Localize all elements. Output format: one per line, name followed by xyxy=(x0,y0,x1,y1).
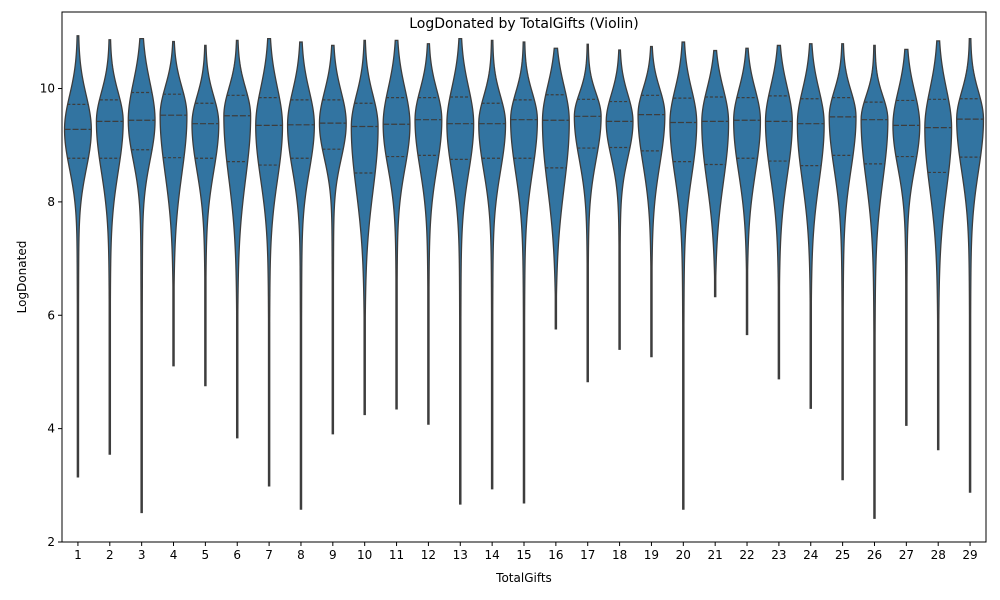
chart-title: LogDonated by TotalGifts (Violin) xyxy=(409,16,639,32)
x-tick-label: 11 xyxy=(389,548,404,562)
x-tick-label: 14 xyxy=(484,548,499,562)
violin-body xyxy=(509,41,539,504)
violin-27 xyxy=(892,48,921,426)
violin-body xyxy=(255,37,284,487)
violin-11 xyxy=(382,39,411,410)
violin-24 xyxy=(796,43,825,409)
x-tick-label: 24 xyxy=(803,548,818,562)
x-tick-label: 20 xyxy=(676,548,691,562)
x-tick-label: 12 xyxy=(421,548,436,562)
violin-body xyxy=(382,39,411,410)
violin-2 xyxy=(95,39,124,455)
violin-body xyxy=(286,41,316,510)
violin-12 xyxy=(414,43,443,425)
y-tick-label: 8 xyxy=(47,195,55,209)
violin-body xyxy=(764,44,793,380)
violin-26 xyxy=(860,44,889,519)
x-tick-label: 7 xyxy=(265,548,273,562)
violin-body xyxy=(860,44,889,519)
violin-29 xyxy=(956,37,985,493)
violin-body xyxy=(318,44,347,435)
x-tick-label: 2 xyxy=(106,548,114,562)
x-tick-label: 29 xyxy=(962,548,977,562)
x-tick-label: 5 xyxy=(202,548,210,562)
violin-body xyxy=(95,39,124,455)
violin-body xyxy=(956,37,985,493)
violin-3 xyxy=(127,37,156,514)
violin-18 xyxy=(605,49,634,350)
x-tick-label: 28 xyxy=(931,548,946,562)
x-tick-label: 15 xyxy=(516,548,531,562)
x-tick-label: 17 xyxy=(580,548,595,562)
x-axis-title: TotalGifts xyxy=(495,571,552,585)
violin-16 xyxy=(541,47,570,330)
x-axis: 1 2 3 4 5 6 7 8 9 10 11 12 13 14 15 16 17 18 19 20 21 22 23 24 2… xyxy=(74,542,978,562)
violin-8 xyxy=(286,41,316,510)
violin-body xyxy=(669,41,698,510)
x-tick-label: 10 xyxy=(357,548,372,562)
violin-5 xyxy=(191,44,220,387)
violin-14 xyxy=(478,39,507,490)
violin-17 xyxy=(573,43,602,383)
x-tick-label: 27 xyxy=(899,548,914,562)
violin-body xyxy=(701,49,730,298)
x-tick-label: 6 xyxy=(233,548,241,562)
violin-7 xyxy=(255,37,284,487)
violin-15 xyxy=(509,41,539,504)
y-tick-label: 6 xyxy=(47,308,55,322)
violin-9 xyxy=(318,44,347,435)
violin-body xyxy=(159,40,188,367)
violin-22 xyxy=(733,47,762,336)
violin-body xyxy=(191,44,220,387)
x-tick-label: 18 xyxy=(612,548,627,562)
x-tick-label: 8 xyxy=(297,548,305,562)
y-tick-label: 2 xyxy=(47,535,55,549)
x-tick-label: 1 xyxy=(74,548,82,562)
violin-1 xyxy=(63,35,92,478)
x-tick-label: 3 xyxy=(138,548,146,562)
violin-21 xyxy=(701,49,730,298)
violin-4 xyxy=(159,40,188,367)
violin-13 xyxy=(446,37,475,505)
violin-body xyxy=(573,43,602,383)
violins-group xyxy=(63,35,985,519)
violin-body xyxy=(828,43,857,481)
x-tick-label: 23 xyxy=(771,548,786,562)
x-tick-label: 26 xyxy=(867,548,882,562)
violin-body xyxy=(414,43,443,425)
x-tick-label: 4 xyxy=(170,548,178,562)
violin-body xyxy=(924,40,953,451)
violin-body xyxy=(127,37,156,514)
violin-20 xyxy=(669,41,698,510)
violin-body xyxy=(733,47,762,336)
violin-body xyxy=(796,43,825,409)
violin-10 xyxy=(350,39,379,416)
violin-body xyxy=(892,48,921,426)
violin-23 xyxy=(764,44,793,380)
x-tick-label: 21 xyxy=(708,548,723,562)
x-tick-label: 16 xyxy=(548,548,563,562)
violin-body xyxy=(478,39,507,490)
y-axis-title: LogDonated xyxy=(15,241,29,314)
violin-body xyxy=(637,45,666,358)
y-axis: 2 4 6 8 10 xyxy=(40,82,62,549)
violin-body xyxy=(446,37,475,505)
violin-body xyxy=(541,47,570,330)
x-tick-label: 13 xyxy=(453,548,468,562)
violin-body xyxy=(223,39,252,439)
violin-25 xyxy=(828,43,857,481)
violin-body xyxy=(350,39,379,416)
violin-body xyxy=(63,35,92,478)
violin-19 xyxy=(637,45,666,358)
violin-6 xyxy=(223,39,252,439)
x-tick-label: 9 xyxy=(329,548,337,562)
x-tick-label: 19 xyxy=(644,548,659,562)
violin-body xyxy=(605,49,634,350)
x-tick-label: 25 xyxy=(835,548,850,562)
y-tick-label: 10 xyxy=(40,82,55,96)
violin-28 xyxy=(924,40,953,451)
x-tick-label: 22 xyxy=(739,548,754,562)
y-tick-label: 4 xyxy=(47,422,55,436)
